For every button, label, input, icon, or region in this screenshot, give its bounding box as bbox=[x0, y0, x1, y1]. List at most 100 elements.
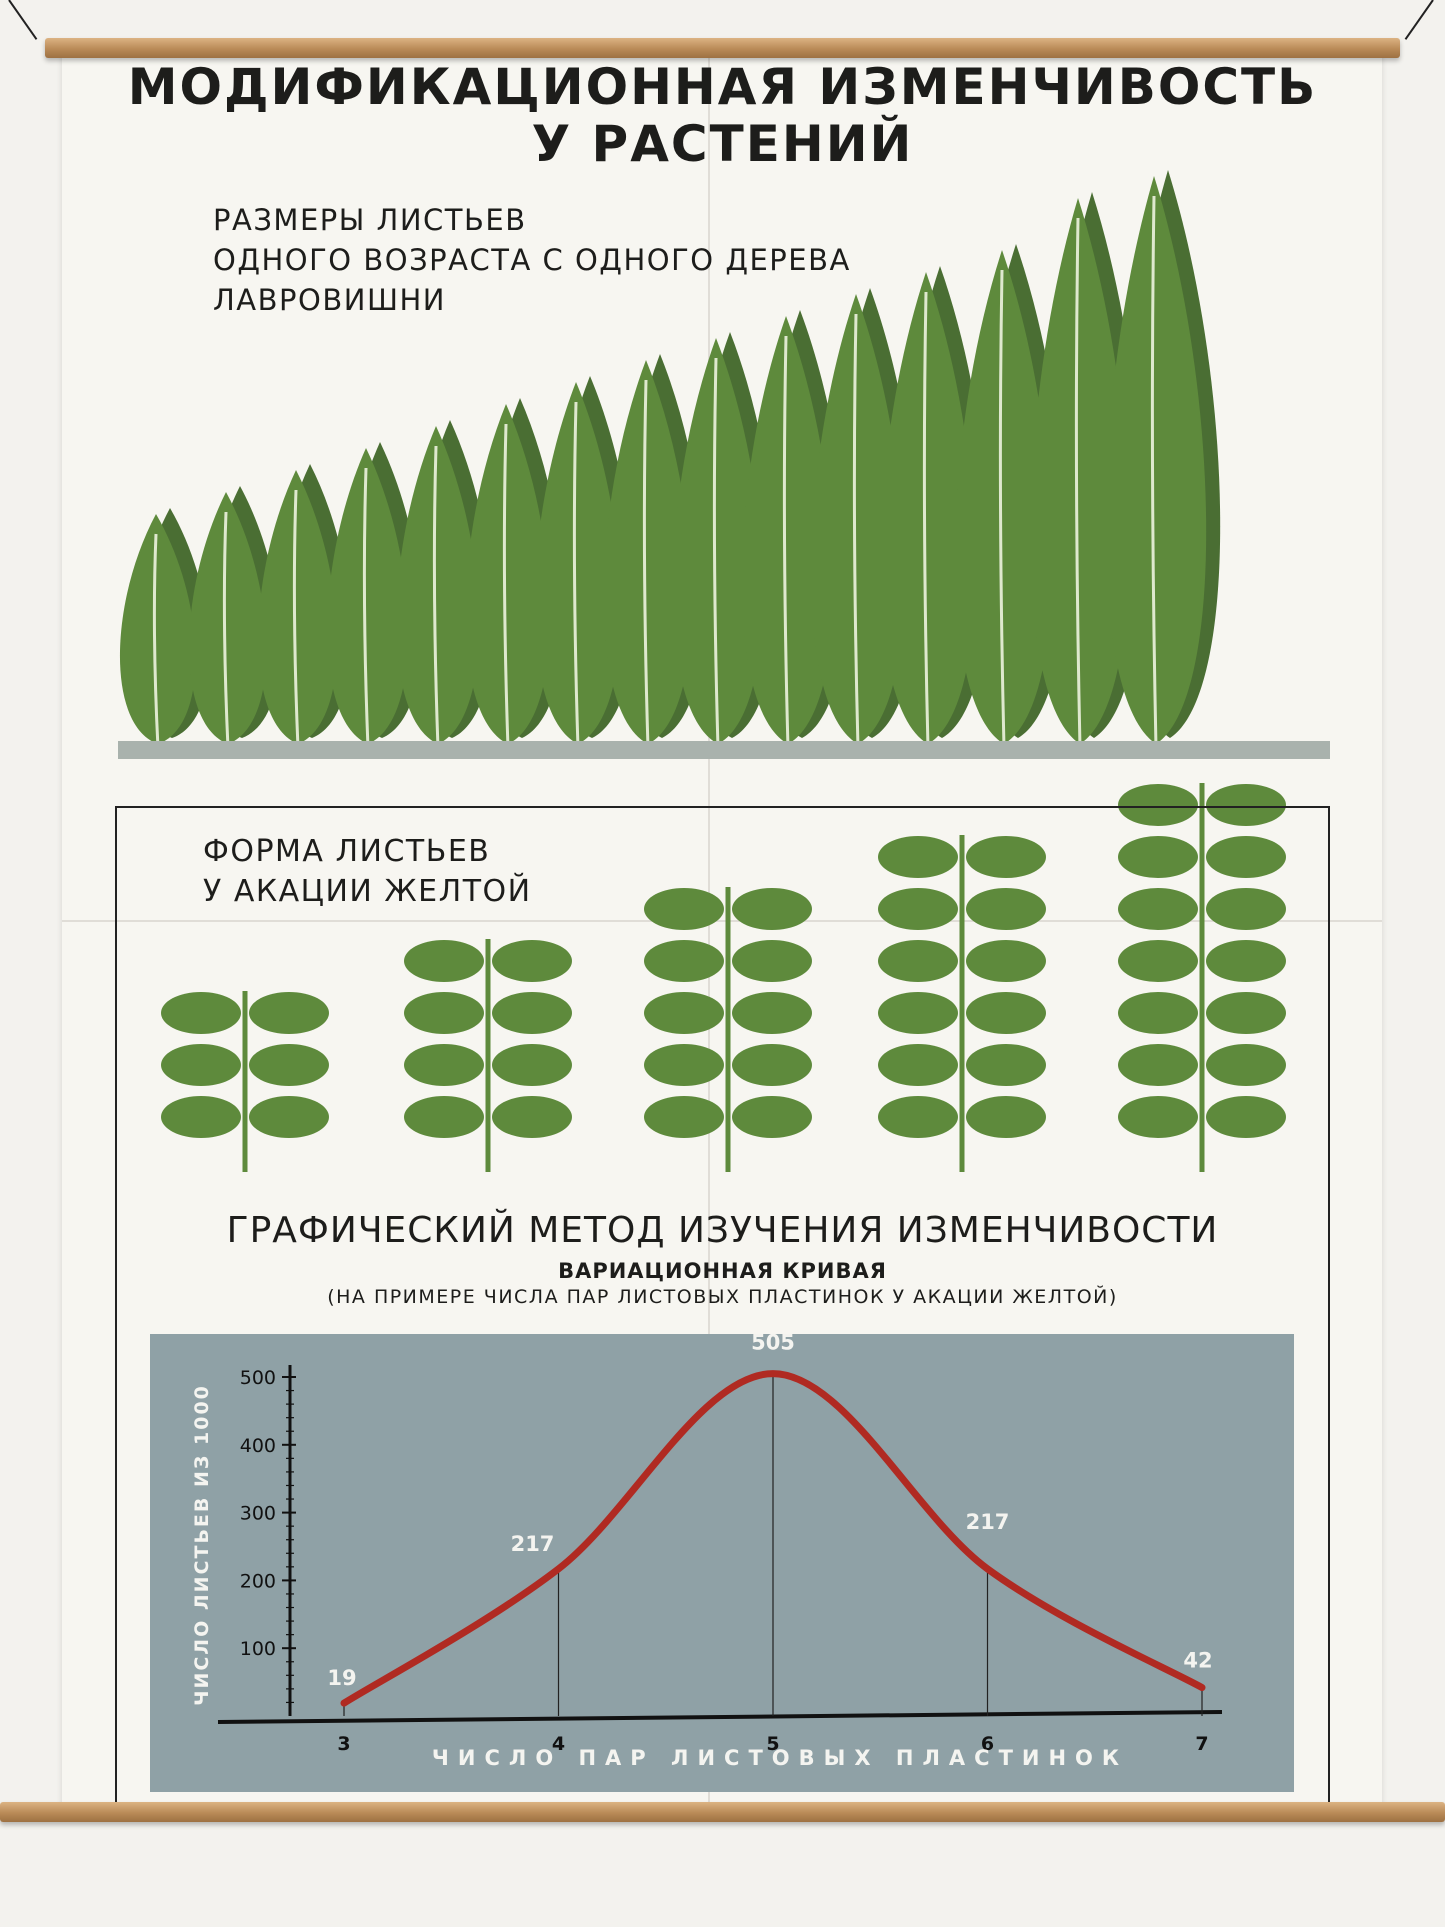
acacia-leaflet bbox=[1118, 888, 1198, 930]
acacia-section-frame bbox=[115, 806, 1330, 1821]
acacia-leaflet bbox=[732, 940, 812, 982]
acacia-section-label: ФОРМА ЛИСТЬЕВ У АКАЦИИ ЖЕЛТОЙ bbox=[203, 832, 532, 912]
laurel-leaf-vein bbox=[502, 423, 510, 749]
poster-title-line2: У РАСТЕНИЙ bbox=[531, 115, 914, 173]
laurel-leaf-vein bbox=[922, 291, 930, 749]
acacia-leaflet bbox=[1206, 1096, 1286, 1138]
laurel-leaf-blade bbox=[741, 316, 834, 744]
y-tick-label: 500 bbox=[240, 1367, 276, 1389]
ground-strip bbox=[118, 741, 1330, 759]
laurel-leaf-vein bbox=[432, 445, 440, 749]
data-label: 505 bbox=[751, 1331, 795, 1355]
acacia-leaflet bbox=[732, 992, 812, 1034]
laurel-leaf-blade bbox=[672, 338, 763, 744]
acacia-leaflet bbox=[644, 940, 724, 982]
laurel-leaf-vein bbox=[998, 269, 1006, 749]
laurel-leaf-blade bbox=[603, 360, 692, 744]
laurel-leaf-blade bbox=[119, 514, 196, 744]
variation-curve-chart: 100 200 300 400 500 3 4 5 6 7 19 217 505 217 42 ЧИСЛО… bbox=[150, 1331, 1294, 1792]
acacia-leaflet bbox=[249, 1096, 329, 1138]
acacia-leaflet bbox=[1206, 836, 1286, 878]
laurel-leaf-vein bbox=[222, 511, 230, 749]
laurel-label-line: РАЗМЕРЫ ЛИСТЬЕВ bbox=[213, 203, 527, 237]
acacia-leaflet bbox=[249, 992, 329, 1034]
acacia-leaflet bbox=[404, 940, 484, 982]
acacia-leaflet bbox=[966, 992, 1046, 1034]
x-tick-label: 7 bbox=[1195, 1733, 1208, 1755]
acacia-leaflet bbox=[966, 1096, 1046, 1138]
acacia-leaflet bbox=[732, 888, 812, 930]
laurel-leaf-blade bbox=[189, 492, 267, 744]
acacia-leaf bbox=[644, 887, 812, 1172]
x-tick-label: 5 bbox=[766, 1733, 779, 1755]
laurel-section-label: РАЗМЕРЫ ЛИСТЬЕВ ОДНОГО ВОЗРАСТА С ОДНОГО… bbox=[213, 200, 913, 320]
acacia-leaflet bbox=[161, 1096, 241, 1138]
acacia-label-line: У АКАЦИИ ЖЕЛТОЙ bbox=[203, 874, 532, 909]
acacia-leaflet bbox=[966, 940, 1046, 982]
acacia-leaflet bbox=[404, 992, 484, 1034]
laurel-leaf-blade bbox=[396, 426, 480, 744]
laurel-leaf-vein bbox=[572, 401, 580, 749]
laurel-leaf-vein bbox=[782, 335, 790, 749]
bottom-hanger-rod bbox=[0, 1802, 1445, 1822]
laurel-leaf-blade bbox=[327, 448, 409, 744]
graph-note: (НА ПРИМЕРЕ ЧИСЛА ПАР ЛИСТОВЫХ ПЛАСТИНОК… bbox=[327, 1286, 1118, 1308]
y-tick-label: 200 bbox=[240, 1570, 276, 1592]
y-tick-label: 300 bbox=[240, 1503, 276, 1525]
laurel-leaf-blade bbox=[465, 404, 551, 744]
acacia-leaflet bbox=[249, 1044, 329, 1086]
acacia-leaflet bbox=[644, 888, 724, 930]
top-hanger-rod bbox=[45, 38, 1400, 58]
acacia-leaf bbox=[161, 991, 329, 1172]
acacia-leaflet bbox=[1118, 1044, 1198, 1086]
fold-line-horizontal bbox=[62, 920, 1382, 922]
x-tick-label: 6 bbox=[981, 1733, 994, 1755]
laurel-leaf-row bbox=[119, 170, 1221, 749]
acacia-leaflet bbox=[161, 1044, 241, 1086]
laurel-leaf-blade bbox=[1030, 198, 1130, 744]
acacia-leaf-row bbox=[161, 783, 1286, 1172]
acacia-leaflet bbox=[161, 992, 241, 1034]
laurel-label-line: ОДНОГО ВОЗРАСТА С ОДНОГО ДЕРЕВА bbox=[213, 243, 851, 277]
fold-line-vertical bbox=[708, 50, 710, 1810]
laurel-leaf-blade bbox=[955, 250, 1053, 744]
acacia-leaflet bbox=[492, 1096, 572, 1138]
chart-series: 19 217 505 217 42 bbox=[327, 1331, 1213, 1716]
acacia-leaflet bbox=[1206, 1044, 1286, 1086]
laurel-leaf-vein bbox=[1150, 195, 1158, 749]
acacia-leaf bbox=[404, 939, 572, 1172]
acacia-leaflet bbox=[644, 1044, 724, 1086]
acacia-leaflet bbox=[492, 940, 572, 982]
acacia-leaf bbox=[878, 835, 1046, 1172]
acacia-leaflet bbox=[878, 992, 958, 1034]
laurel-leaf-vein bbox=[152, 533, 160, 749]
acacia-leaflet bbox=[1118, 992, 1198, 1034]
acacia-leaflet bbox=[966, 888, 1046, 930]
laurel-leaf-blade bbox=[1105, 176, 1207, 744]
laurel-leaf-blade bbox=[258, 470, 338, 744]
acacia-leaflet bbox=[966, 1044, 1046, 1086]
acacia-leaflet bbox=[1118, 836, 1198, 878]
acacia-leaflet bbox=[644, 992, 724, 1034]
acacia-label-line: ФОРМА ЛИСТЬЕВ bbox=[203, 834, 491, 869]
graph-subtitle: ВАРИАЦИОННАЯ КРИВАЯ bbox=[558, 1259, 887, 1283]
x-axis-line bbox=[217, 1710, 1223, 1724]
chart-axes: 100 200 300 400 500 3 4 5 6 7 bbox=[217, 1365, 1223, 1755]
laurel-leaf-vein bbox=[362, 467, 370, 749]
acacia-leaflet bbox=[732, 1096, 812, 1138]
laurel-leaf-vein bbox=[712, 357, 720, 749]
laurel-leaf-blade bbox=[534, 382, 621, 744]
acacia-leaflet bbox=[878, 1044, 958, 1086]
acacia-leaflet bbox=[1206, 940, 1286, 982]
data-label: 217 bbox=[966, 1510, 1010, 1534]
laurel-leaf-vein bbox=[292, 489, 300, 749]
acacia-leaflet bbox=[878, 888, 958, 930]
acacia-leaflet bbox=[966, 836, 1046, 878]
laurel-leaf-vein bbox=[642, 379, 650, 749]
laurel-leaf bbox=[1105, 170, 1221, 749]
acacia-leaflet bbox=[1206, 992, 1286, 1034]
acacia-leaflet bbox=[492, 992, 572, 1034]
x-tick-label: 3 bbox=[337, 1733, 350, 1755]
acacia-leaflet bbox=[878, 940, 958, 982]
